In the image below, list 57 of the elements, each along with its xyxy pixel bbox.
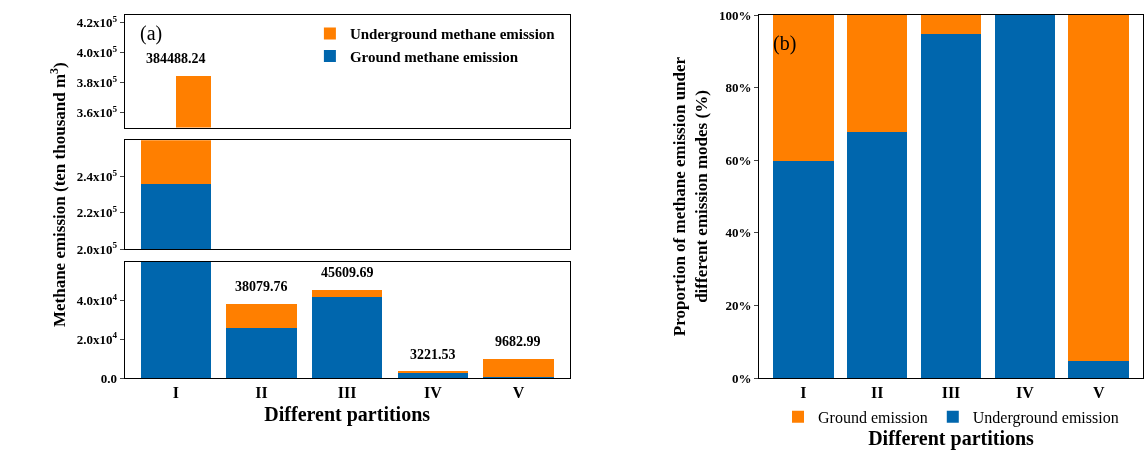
x-tick-label: V [1092,384,1105,402]
y-tick-label: 4.0x10$^{4}$ [76,291,118,309]
y-tick-label: 4.0x10$^{5}$ [76,43,118,61]
bar [226,327,297,378]
bar [483,359,554,378]
bar [1068,360,1129,378]
bar [226,304,297,328]
total-label: 45609.69 [321,265,374,280]
y-tick-label: 2.0x10$^{5}$ [76,240,118,257]
x-tick-label: IV [1015,384,1035,402]
total-label: 3221.53 [410,347,456,362]
y-tick-label: 0.0 [100,370,117,386]
y-axis-title: Proportion of methane emission under different emission modes (%) [670,56,712,337]
legend-label: Ground emission [818,408,928,426]
y-tick-label: 0% [731,370,752,386]
bar [920,33,982,378]
y-tick-label: 60% [725,152,752,168]
bar [312,297,383,378]
annotation: (b) [773,32,797,55]
x-axis-title: Different partitions [868,426,1035,450]
y-tick-label: 2.2x10$^{5}$ [76,203,118,221]
x-tick-label: I [172,384,180,402]
x-axis-title: Different partitions [264,402,431,426]
y-tick-label: 3.6x10$^{5}$ [76,103,118,121]
total-label: 38079.76 [235,279,288,294]
bar [846,15,908,132]
legend-label: Underground methane emission [349,26,556,43]
y-tick-label: 80% [725,80,752,96]
bar [920,15,982,34]
bar [773,15,834,161]
y-tick-label: 2.0x10$^{4}$ [76,330,118,347]
y-tick-label: 100% [718,7,752,23]
x-tick-label: III [941,384,961,402]
bar [140,261,212,378]
total-label: 9682.99 [495,334,541,349]
y-tick-label: 2.4x10$^{5}$ [76,167,118,185]
annotation: (a) [140,22,163,45]
bar [773,160,834,378]
x-tick-label: V [512,384,525,402]
y-tick-label: 20% [725,297,752,313]
annotation: 384488.24 [146,51,206,66]
bar [312,289,383,298]
y-tick-label: 40% [725,225,752,241]
x-tick-label: II [870,384,884,402]
bar [1068,15,1129,361]
bar [397,370,468,373]
x-tick-label: III [337,384,357,402]
legend-label: Ground methane emission [349,48,519,65]
x-tick-label: I [800,384,807,402]
x-tick-label: IV [423,384,443,402]
legend-label: Underground emission [972,408,1119,427]
bar [397,372,468,378]
x-tick-label: II [255,384,268,402]
y-tick-label: 4.2x10$^{5}$ [76,13,118,31]
bar [994,15,1056,378]
bar [846,131,908,378]
y-tick-label: 3.8x10$^{5}$ [76,73,118,91]
